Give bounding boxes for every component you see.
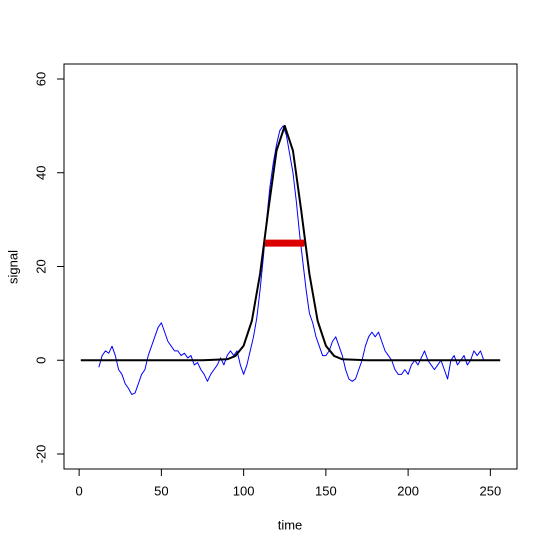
y-tick-label: -20	[33, 445, 48, 464]
x-tick-label: 0	[76, 483, 83, 498]
x-tick-label: 150	[315, 483, 337, 498]
y-tick-label: 20	[33, 259, 48, 273]
x-axis-label: time	[278, 517, 303, 532]
plot-frame	[63, 63, 518, 470]
x-tick-label: 250	[480, 483, 502, 498]
y-tick-label: 0	[33, 357, 48, 364]
x-tick-label: 100	[233, 483, 255, 498]
y-tick-label: 40	[33, 166, 48, 180]
y-axis-label: signal	[5, 250, 20, 284]
x-tick-label: 50	[154, 483, 168, 498]
series-line	[80, 124, 501, 362]
y-tick-label: 60	[33, 72, 48, 86]
series-line	[98, 125, 485, 395]
x-tick-label: 200	[397, 483, 419, 498]
